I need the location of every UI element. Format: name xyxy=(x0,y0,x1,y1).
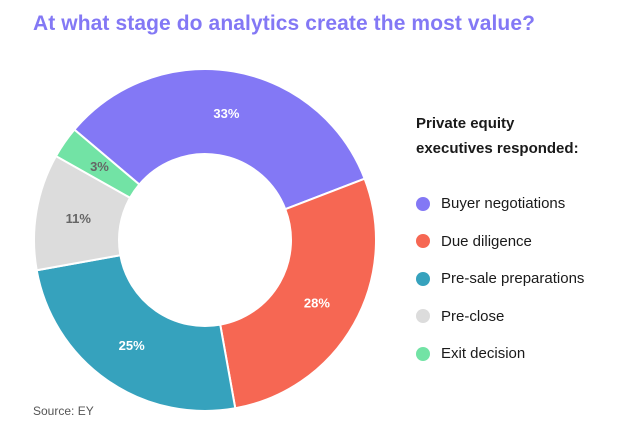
legend-swatch xyxy=(416,309,430,324)
legend-swatch xyxy=(416,271,430,286)
slice-due-diligence xyxy=(219,177,377,410)
slice-pre-sale-preparations xyxy=(35,254,237,412)
legend-label: Pre-sale preparations xyxy=(441,270,585,288)
legend-label: Buyer negotiations xyxy=(441,195,566,213)
slice-exit-decision xyxy=(54,128,141,200)
legend-item: Pre-sale preparations xyxy=(416,260,636,298)
legend-swatch xyxy=(416,346,430,361)
legend-label: Exit decision xyxy=(441,345,526,363)
legend-label: Due diligence xyxy=(441,232,532,250)
legend-item: Pre-close xyxy=(416,298,636,336)
slice-value-label: 25% xyxy=(119,338,145,353)
legend-title-line-1: Private equity xyxy=(416,115,515,132)
legend-items: Buyer negotiations Due diligence Pre-sale … xyxy=(416,185,636,373)
legend-title: Private equity executives responded: xyxy=(416,111,636,161)
legend: Private equity executives responded: Buy… xyxy=(416,111,636,373)
legend-title-line-2: executives responded: xyxy=(416,140,579,157)
source-note: Source: EY xyxy=(33,404,94,418)
slice-value-label: 28% xyxy=(304,296,330,311)
legend-swatch xyxy=(416,196,430,211)
slice-buyer-negotiations xyxy=(72,68,366,211)
slice-value-label: 11% xyxy=(66,211,92,226)
legend-item: Buyer negotiations xyxy=(416,185,636,223)
slice-value-label: 33% xyxy=(213,106,239,121)
legend-item: Due diligence xyxy=(416,223,636,261)
chart-title: At what stage do analytics create the mo… xyxy=(33,12,536,35)
legend-item: Exit decision xyxy=(416,335,636,373)
legend-label: Pre-close xyxy=(441,307,505,325)
legend-swatch xyxy=(416,234,430,249)
slice-value-label: 3% xyxy=(90,159,109,174)
